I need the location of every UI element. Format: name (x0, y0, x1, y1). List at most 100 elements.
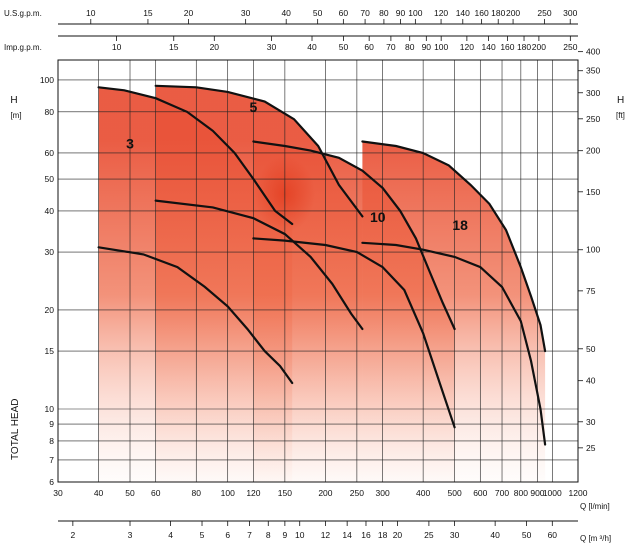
y-tick-label: 60 (45, 148, 55, 158)
x-bottom-axis-label: Q [m ³/h] (580, 534, 611, 543)
x-top-us-tick-label: 100 (408, 8, 422, 18)
x-top-imp-tick-label: 140 (482, 42, 496, 52)
x-bottom-tick-label: 16 (361, 530, 371, 540)
x-tick-label: 400 (416, 488, 430, 498)
x-top-us-tick-label: 20 (184, 8, 194, 18)
x-top-us-tick-label: 80 (379, 8, 389, 18)
x-top-us-tick-label: 15 (143, 8, 153, 18)
y-right-tick-label: 50 (586, 344, 596, 354)
y-tick-label: 100 (40, 75, 54, 85)
curve-model-18-min (361, 241, 547, 446)
y-right-tick-label: 25 (586, 443, 596, 453)
x-top-imp-tick-label: 200 (532, 42, 546, 52)
x-top-us-tick-label: 160 (475, 8, 489, 18)
x-tick-label: 150 (278, 488, 292, 498)
x-tick-label: 700 (495, 488, 509, 498)
y-tick-label: 20 (45, 305, 55, 315)
y-tick-label: 15 (45, 346, 55, 356)
y-right-tick-label: 30 (586, 417, 596, 427)
x-bottom-tick-label: 14 (342, 530, 352, 540)
y-right-axis-unit-ft: [ft] (616, 111, 625, 120)
y-tick-label: 9 (49, 419, 54, 429)
y-tick-label: 40 (45, 206, 55, 216)
x-tick-label: 600 (473, 488, 487, 498)
y-right-tick-label: 75 (586, 286, 596, 296)
x-top-us-tick-label: 70 (360, 8, 370, 18)
curve-model-5-max (154, 84, 364, 218)
x-top-us-tick-label: 10 (86, 8, 96, 18)
y-tick-label: 7 (49, 455, 54, 465)
x-top-imp-tick-label: 60 (364, 42, 374, 52)
model-labels: 3 5 10 18 (126, 99, 468, 233)
x-bottom-tick-label: 9 (283, 530, 288, 540)
y-tick-label: 8 (49, 436, 54, 446)
x-top-us-tick-label: 300 (563, 8, 577, 18)
x-top-imp-tick-label: 90 (422, 42, 432, 52)
x-tick-label: 30 (53, 488, 63, 498)
model-label-18: 18 (452, 217, 468, 233)
y-right-tick-label: 250 (586, 114, 600, 124)
x-tick-label: 900 (530, 488, 544, 498)
tick-labels: 30 40 50 60 80 100 120 150 200 250 300 400 500 600 700… (4, 8, 625, 543)
x-tick-label: 100 (221, 488, 235, 498)
x-bottom-tick-label: 6 (225, 530, 230, 540)
x-top-imp-tick-label: 20 (210, 42, 220, 52)
y-tick-label: 6 (49, 477, 54, 487)
x-top-us-tick-label: 40 (281, 8, 291, 18)
x-bottom-tick-label: 7 (247, 530, 252, 540)
x-top-us-axis-label: U.S.g.p.m. (4, 9, 42, 18)
model-label-5: 5 (250, 99, 258, 115)
y-tick-label: 10 (45, 404, 55, 414)
x-top-imp-axis-label: Imp.g.p.m. (4, 43, 42, 52)
x-top-us-tick-label: 200 (506, 8, 520, 18)
x-top-imp-tick-label: 50 (339, 42, 349, 52)
x-top-us-tick-label: 50 (313, 8, 323, 18)
model-label-10: 10 (370, 209, 386, 225)
x-tick-label: 800 (514, 488, 528, 498)
x-top-imp-tick-label: 70 (386, 42, 396, 52)
y-right-tick-label: 150 (586, 187, 600, 197)
performance-curves (97, 84, 547, 446)
x-top-imp-tick-label: 30 (267, 42, 277, 52)
y-right-axis-unit-h: H (617, 95, 624, 106)
x-tick-label: 300 (375, 488, 389, 498)
curve-model-10-max (252, 140, 456, 331)
y-right-tick-label: 350 (586, 66, 600, 76)
x-top-us-tick-label: 250 (537, 8, 551, 18)
y-tick-label: 80 (45, 107, 55, 117)
y-right-tick-label: 40 (586, 376, 596, 386)
x-top-imp-tick-label: 120 (460, 42, 474, 52)
x-bottom-tick-label: 20 (393, 530, 403, 540)
x-top-imp-tick-label: 180 (517, 42, 531, 52)
x-top-us-tick-label: 180 (491, 8, 505, 18)
curve-model-3-max (97, 86, 294, 226)
x-tick-label: 500 (447, 488, 461, 498)
x-bottom-tick-label: 18 (378, 530, 388, 540)
x-axis-label: Q [l/min] (580, 502, 610, 511)
x-bottom-tick-label: 2 (70, 530, 75, 540)
curve-model-10-min (252, 237, 456, 429)
plot-frame (57, 59, 579, 483)
x-top-us-tick-label: 140 (456, 8, 470, 18)
x-bottom-tick-label: 4 (168, 530, 173, 540)
x-top-imp-tick-label: 250 (563, 42, 577, 52)
x-bottom-tick-label: 8 (266, 530, 271, 540)
model-label-3: 3 (126, 135, 134, 151)
y-right-tick-label: 200 (586, 146, 600, 156)
y-right-tick-label: 300 (586, 88, 600, 98)
x-top-imp-tick-label: 160 (500, 42, 514, 52)
x-top-us-tick-label: 60 (339, 8, 349, 18)
x-bottom-tick-label: 25 (424, 530, 434, 540)
x-bottom-tick-label: 10 (295, 530, 305, 540)
grid-lines (57, 60, 579, 483)
x-tick-label: 200 (318, 488, 332, 498)
x-top-us-tick-label: 90 (396, 8, 406, 18)
y-axis-unit-h: H (10, 95, 17, 106)
x-tick-label: 50 (125, 488, 135, 498)
x-tick-label: 1200 (569, 488, 588, 498)
y-right-tick-label: 400 (586, 47, 600, 57)
axes (57, 19, 583, 526)
x-tick-label: 1000 (543, 488, 562, 498)
x-bottom-tick-label: 12 (321, 530, 331, 540)
x-tick-label: 60 (151, 488, 161, 498)
